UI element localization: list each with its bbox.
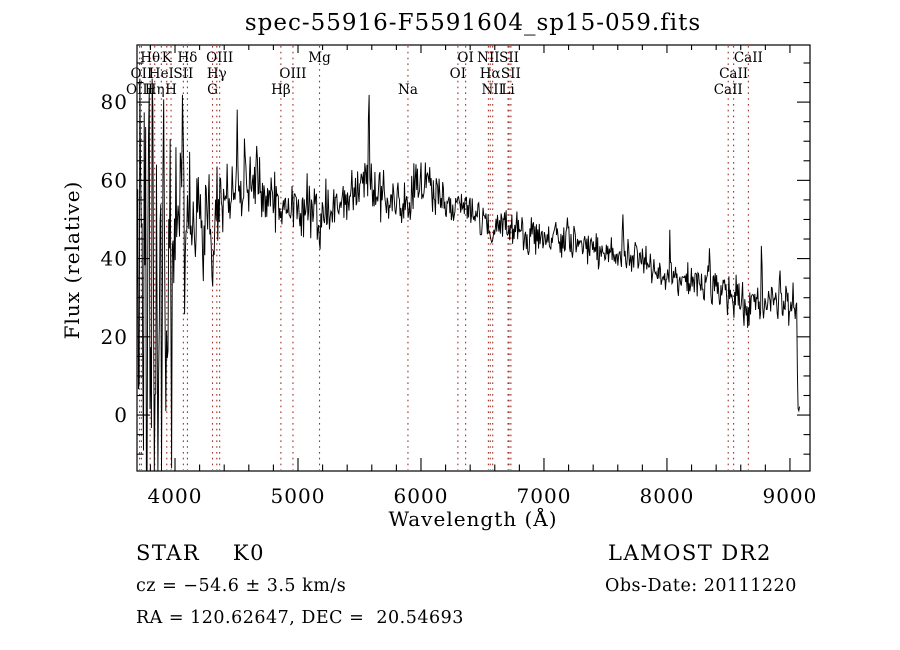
spectral-line-label: Hθ: [140, 50, 160, 66]
x-tick-label: 8000: [640, 484, 695, 508]
spectral-line-label: Hβ: [271, 82, 291, 98]
spectral-line-label: G: [207, 82, 218, 98]
x-tick-label: 7000: [517, 484, 572, 508]
spectral-line-label: Hδ: [177, 50, 197, 66]
plot-title: spec-55916-F5591604_sp15-059.fits: [244, 10, 702, 36]
spectral-line-label: OI: [450, 66, 466, 82]
spectral-line-label: SII: [173, 66, 193, 82]
spectral-line-label: Hγ: [207, 66, 227, 82]
spectral-line-label: HeI: [149, 66, 174, 82]
spectral-line-label: Mg: [308, 50, 331, 66]
spectral-line-label: K: [162, 50, 173, 66]
spectral-line-label: Li: [501, 82, 515, 98]
spectral-line-label: OIII: [279, 66, 306, 82]
x-tick-label: 9000: [762, 484, 817, 508]
radial-velocity-label: cz = −54.6 ± 3.5 km/s: [136, 576, 347, 596]
spectral-line-label: CaII: [714, 82, 743, 98]
y-tick-label: 20: [101, 325, 128, 349]
coordinates-label: RA = 120.62647, DEC = 20.54693: [136, 608, 464, 628]
x-tick-label: 4000: [148, 484, 203, 508]
y-tick-label: 40: [101, 247, 128, 271]
plot-frame: [136, 44, 811, 472]
spectral-line-label: Hη: [145, 82, 165, 98]
x-tick-label: 5000: [271, 484, 326, 508]
spectral-line-label: NII: [477, 50, 499, 66]
spectral-line-label: OII: [131, 66, 153, 82]
spectral-line-label: SII: [501, 66, 521, 82]
x-tick-label: 6000: [394, 484, 449, 508]
obs-date-label: Obs-Date: 20111220: [605, 576, 797, 596]
spectral-line-label: SII: [499, 50, 519, 66]
spectral-line-label: NII: [481, 82, 503, 98]
spectral-line-label: H: [165, 82, 177, 98]
object-class-label: STAR K0: [136, 541, 265, 565]
spectral-line-label: CaII: [719, 66, 748, 82]
y-tick-label: 60: [101, 168, 128, 192]
spectral-line-label: OI: [457, 50, 473, 66]
spectral-line-label: Na: [398, 82, 418, 98]
y-tick-label: 0: [114, 403, 128, 427]
spectrum-trace: [136, 78, 801, 472]
spectral-line-label: CaII: [734, 50, 763, 66]
y-tick-label: 80: [101, 90, 128, 114]
survey-release-label: LAMOST DR2: [608, 541, 772, 565]
spectral-line-label: OIII: [206, 50, 233, 66]
x-axis-label: Wavelength (Å): [388, 507, 558, 531]
spectral-line-label: Hα: [480, 66, 501, 82]
